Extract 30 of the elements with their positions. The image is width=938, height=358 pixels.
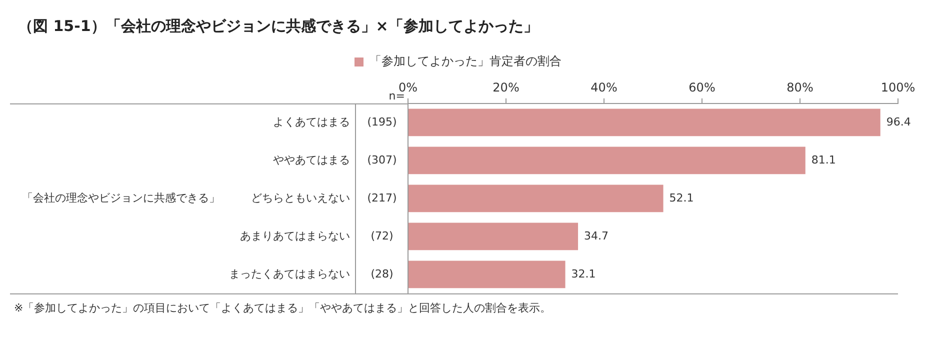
- y-tick-label: まったくあてはまらない: [229, 267, 350, 280]
- bar: [408, 260, 566, 288]
- bar: [408, 146, 806, 174]
- data-label: 52.1: [669, 191, 694, 204]
- data-label: 81.1: [811, 153, 836, 166]
- text: (195): [367, 115, 397, 128]
- text: (307): [367, 153, 397, 166]
- legend-label: 「参加してよかった」肯定者の割合: [370, 54, 562, 68]
- text: （図 15-1）「会社の理念やビジョンに共感できる」×「参加してよかった」: [18, 16, 538, 35]
- y-tick-label: あまりあてはまらない: [240, 229, 350, 242]
- bar: [408, 222, 578, 250]
- text: (72): [370, 229, 394, 242]
- data-label: 32.1: [571, 267, 596, 280]
- x-tick-label: 20%: [492, 80, 520, 94]
- y-axis-title: 「会社の理念やビジョンに共感できる」: [22, 191, 220, 204]
- x-tick-label: 100%: [880, 80, 916, 94]
- bar: [408, 184, 664, 212]
- data-label: 96.4: [886, 115, 911, 128]
- text: ※「参加してよかった」の項目において「よくあてはまる」「ややあてはまる」と回答した人の割合を表示。: [14, 301, 552, 314]
- x-tick-label: 0%: [398, 80, 418, 94]
- bar: [408, 108, 880, 136]
- text: (217): [367, 191, 397, 204]
- x-tick-label: 80%: [786, 80, 814, 94]
- y-tick-label: ややあてはまる: [273, 153, 350, 166]
- x-tick-label: 60%: [688, 80, 716, 94]
- data-label: 34.7: [584, 229, 609, 242]
- text: (28): [370, 267, 394, 280]
- y-tick-label: よくあてはまる: [273, 115, 350, 128]
- x-tick-label: 40%: [590, 80, 618, 94]
- y-tick-label: どちらともいえない: [251, 191, 350, 204]
